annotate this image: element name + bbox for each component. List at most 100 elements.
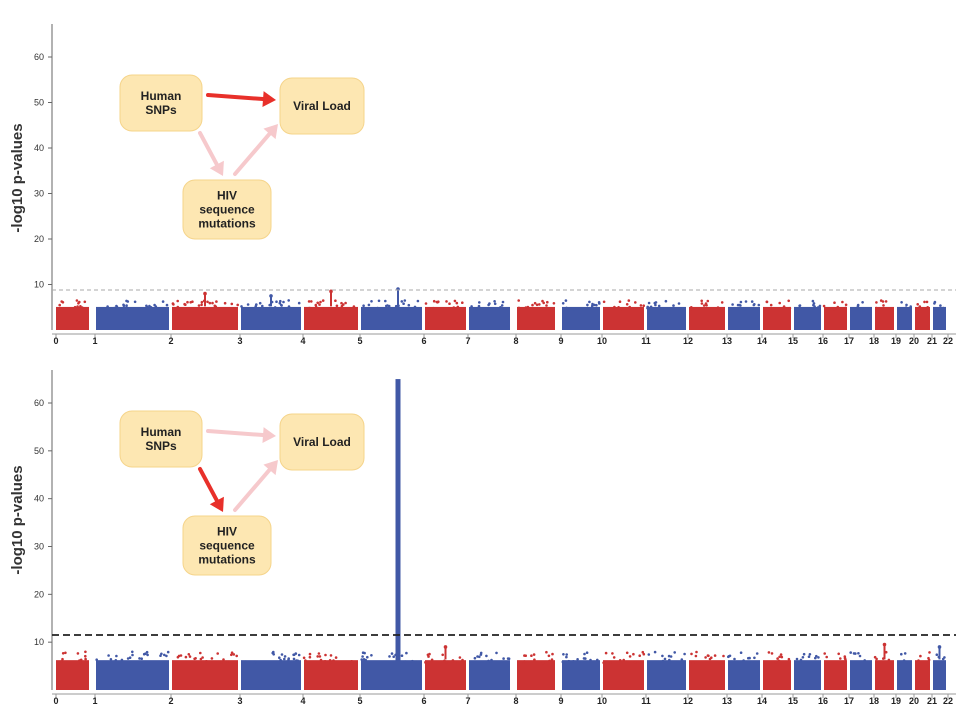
data-point (654, 301, 658, 304)
data-point (814, 656, 817, 660)
data-point (334, 656, 338, 659)
data-point (280, 304, 283, 307)
hiv-mutations-box-text: sequence (199, 539, 255, 553)
chromosome-label: 6 (421, 336, 426, 346)
point-band (304, 660, 358, 690)
point-band (897, 660, 912, 690)
data-point (493, 302, 497, 306)
data-point (184, 655, 188, 659)
data-point (942, 306, 945, 310)
data-point (917, 659, 920, 662)
data-point (739, 651, 743, 654)
data-point (622, 658, 625, 662)
data-point (661, 659, 665, 663)
data-point (857, 652, 860, 655)
y-tick-label: 40 (34, 494, 44, 504)
point-band (304, 306, 358, 330)
data-point (456, 305, 460, 309)
data-point (588, 300, 591, 304)
human-snps-box-text: SNPs (145, 103, 177, 117)
data-point (562, 653, 565, 656)
data-point (851, 660, 854, 664)
data-point (318, 303, 321, 306)
data-point (856, 305, 860, 308)
data-point (844, 303, 848, 307)
data-point (258, 307, 261, 311)
data-point (335, 304, 339, 308)
data-point (535, 303, 539, 307)
data-point (115, 305, 119, 309)
data-point (200, 300, 204, 304)
data-point (363, 651, 366, 655)
point-band (603, 660, 644, 690)
chromosome-label: 18 (869, 336, 879, 346)
data-point (881, 300, 885, 303)
data-point (223, 301, 227, 305)
data-point (887, 658, 891, 662)
point-band (56, 306, 89, 330)
data-point (296, 659, 300, 662)
data-point (863, 659, 866, 662)
chromosome-label: 3 (237, 696, 242, 706)
chromosome-21-points (915, 651, 931, 690)
data-point (875, 301, 878, 304)
data-point (836, 307, 839, 311)
point-band (361, 306, 422, 330)
data-point (642, 304, 645, 308)
viral-load-box (279, 413, 365, 471)
data-point (75, 299, 79, 302)
data-point (663, 657, 667, 661)
chromosome-label: 13 (722, 696, 732, 706)
chromosome-label: 21 (927, 696, 937, 706)
data-point (407, 303, 411, 307)
data-point (691, 661, 695, 665)
data-point (428, 652, 431, 656)
data-point (432, 306, 435, 310)
data-point (445, 660, 449, 664)
data-point (739, 304, 742, 307)
chromosome-label: 1 (92, 336, 97, 346)
data-point (517, 299, 520, 302)
data-point (84, 650, 87, 654)
human-snps-box-text: Human (141, 425, 182, 439)
hiv-mutations-box-text: sequence (199, 203, 255, 217)
data-point (844, 306, 847, 310)
data-point (546, 300, 549, 304)
data-point (841, 300, 844, 304)
data-point (280, 653, 284, 656)
data-point (118, 660, 122, 664)
data-point (905, 661, 909, 664)
chromosome-11-points (602, 650, 646, 690)
point-band (763, 660, 791, 690)
data-point (80, 306, 84, 309)
data-point (649, 305, 653, 309)
data-point (769, 303, 773, 307)
data-point (120, 658, 124, 662)
data-point (145, 650, 149, 654)
data-point (230, 651, 234, 654)
data-point (453, 299, 457, 303)
chromosome-label: 17 (844, 696, 854, 706)
data-point (802, 652, 806, 656)
point-band (824, 660, 847, 690)
data-point (727, 655, 730, 659)
data-point (531, 303, 534, 307)
data-point (628, 307, 632, 310)
data-point (446, 307, 450, 310)
data-point (812, 307, 816, 310)
chromosome-6-points (360, 651, 422, 690)
chromosome-7-points (424, 652, 466, 690)
chromosome-17-points (823, 652, 847, 690)
data-point (926, 306, 929, 309)
chromosome-label: 0 (53, 696, 58, 706)
data-point (236, 303, 239, 307)
data-point (114, 659, 118, 662)
point-band (361, 660, 422, 690)
point-band (469, 306, 510, 330)
chromosome-2-points (95, 650, 170, 690)
point-band (172, 660, 238, 690)
data-point (542, 301, 545, 305)
data-point (186, 300, 189, 304)
data-point (682, 660, 686, 663)
